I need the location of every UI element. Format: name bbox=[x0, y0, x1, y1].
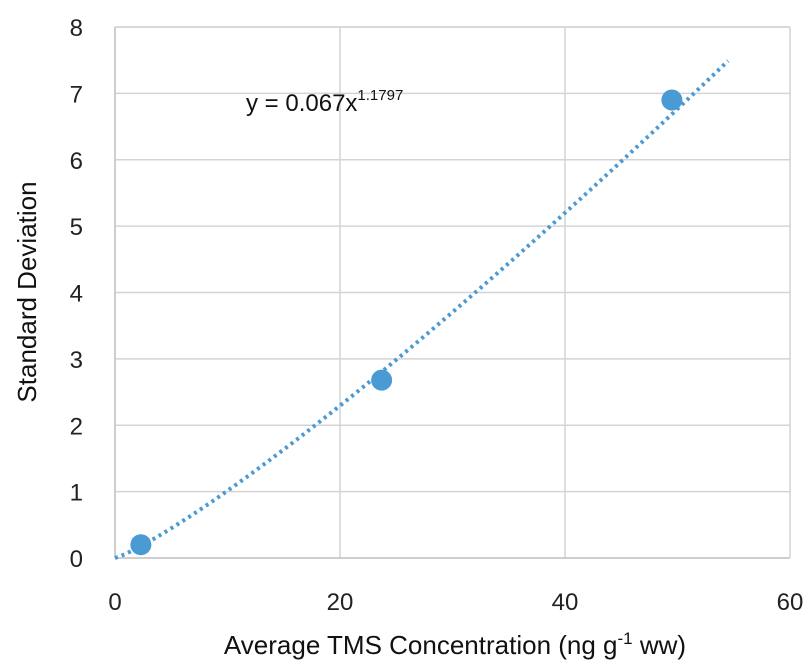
y-tick-label: 6 bbox=[70, 148, 83, 175]
x-tick-label: 60 bbox=[777, 589, 804, 616]
y-tick-label: 5 bbox=[70, 214, 83, 241]
x-tick-label: 20 bbox=[327, 589, 354, 616]
trendline-equation-exponent: 1.1797 bbox=[357, 87, 403, 104]
trendline-equation: y = 0.067x1.1797 bbox=[246, 87, 403, 117]
x-axis-ticks: 0 20 40 60 bbox=[108, 589, 803, 616]
y-tick-label: 3 bbox=[70, 347, 83, 374]
trendline bbox=[114, 59, 730, 560]
y-tick-label: 1 bbox=[70, 480, 83, 507]
y-axis-ticks: 0 1 2 3 4 5 6 7 8 bbox=[70, 15, 83, 573]
trendline-equation-prefix: y = 0.067x bbox=[246, 90, 357, 117]
y-tick-label: 8 bbox=[70, 15, 83, 42]
x-axis-label: Average TMS Concentration (ng g-1 ww) bbox=[224, 629, 686, 660]
x-tick-label: 40 bbox=[552, 589, 579, 616]
y-tick-label: 0 bbox=[70, 546, 83, 573]
x-axis-label-tail: ww) bbox=[633, 630, 686, 660]
y-tick-label: 7 bbox=[70, 81, 83, 108]
data-point bbox=[371, 369, 393, 391]
x-axis-label-main: Average TMS Concentration (ng g bbox=[224, 630, 618, 660]
x-tick-label: 0 bbox=[108, 589, 121, 616]
data-point bbox=[130, 534, 152, 556]
y-tick-label: 4 bbox=[70, 281, 83, 308]
power-trendline bbox=[114, 59, 730, 560]
data-points bbox=[130, 89, 683, 556]
x-axis-label-sup: -1 bbox=[618, 629, 633, 648]
data-point bbox=[661, 89, 683, 111]
y-axis-label: Standard Deviation bbox=[12, 181, 42, 402]
plot-border bbox=[114, 26, 791, 559]
y-tick-label: 2 bbox=[70, 413, 83, 440]
gridlines bbox=[115, 26, 790, 558]
